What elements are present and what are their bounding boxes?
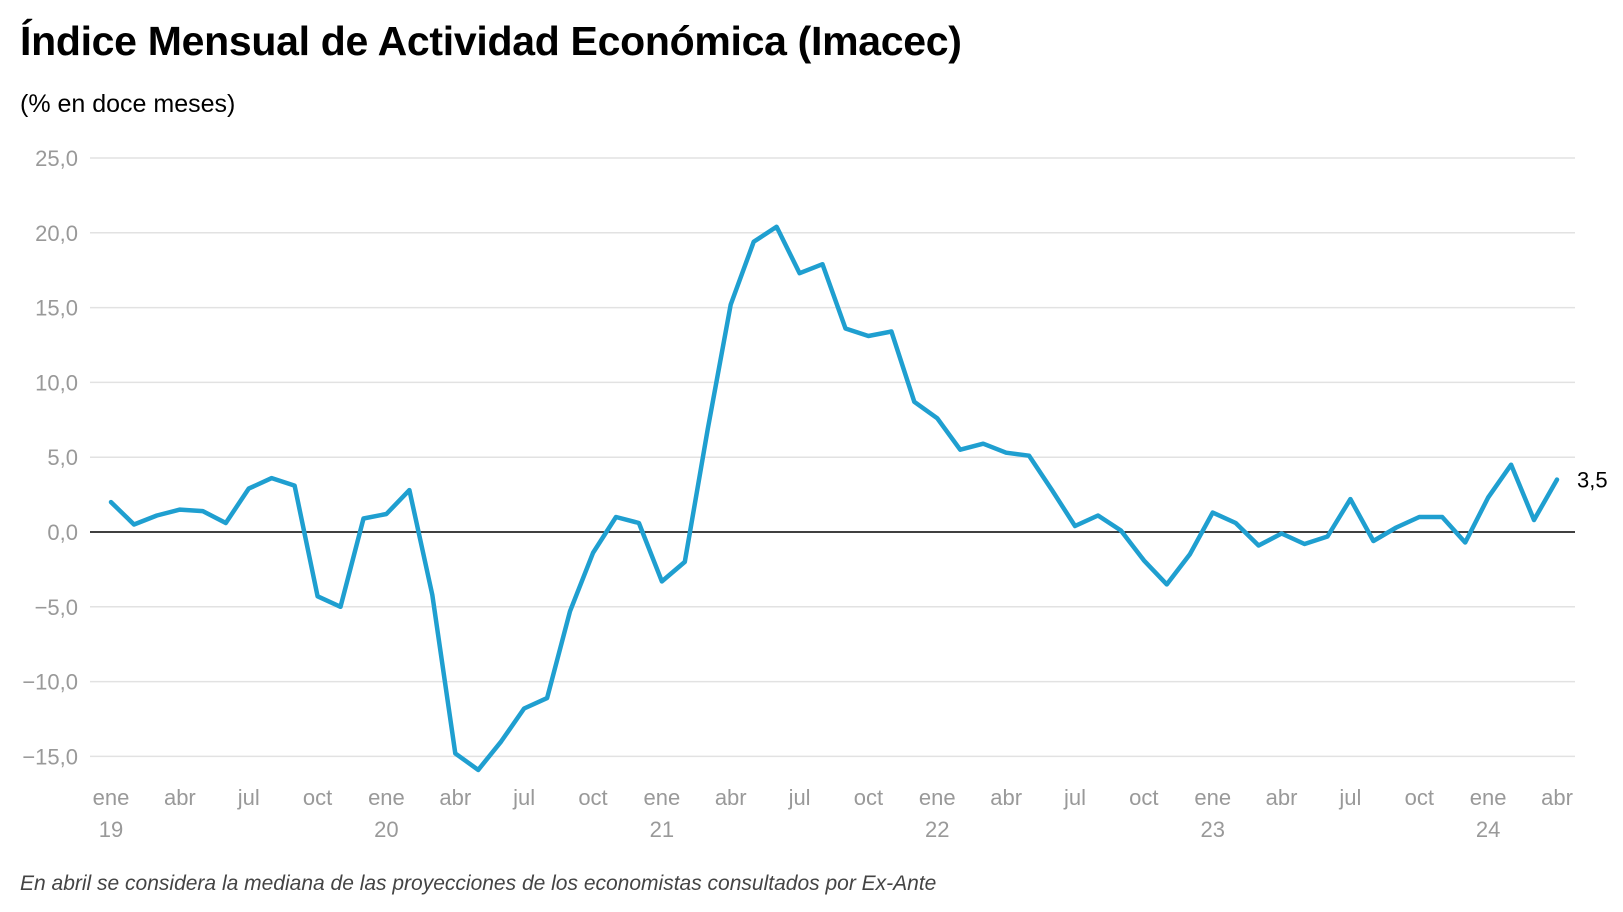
y-tick-label: −15,0 [22, 744, 78, 769]
x-tick-month-label: jul [237, 785, 260, 810]
x-tick-month-label: jul [1063, 785, 1086, 810]
x-tick-month-label: ene [368, 785, 405, 810]
y-tick-label: 5,0 [47, 445, 78, 470]
x-axis-ticks: ene 19 abr jul oct ene 20 abr jul oct ene 21 abr jul o… [93, 785, 1573, 842]
end-value-label: 3,5 [1577, 468, 1608, 493]
series-line [108, 224, 1560, 773]
x-tick-month-label: ene [1470, 785, 1507, 810]
x-tick-month-label: abr [1541, 785, 1573, 810]
x-tick-month-label: abr [990, 785, 1022, 810]
x-tick-month-label: abr [439, 785, 471, 810]
y-axis-ticks: 25,0 20,0 15,0 10,0 5,0 0,0 −5,0 −10,0 −15,0 [22, 146, 78, 769]
x-tick-month-label: oct [854, 785, 883, 810]
x-tick-month-label: ene [93, 785, 130, 810]
y-tick-label: −10,0 [22, 670, 78, 695]
series-layer [108, 224, 1560, 773]
x-tick-month-label: oct [1405, 785, 1434, 810]
y-tick-label: 0,0 [47, 520, 78, 545]
x-tick-year-label: 24 [1476, 817, 1500, 842]
x-tick-year-label: 20 [374, 817, 398, 842]
x-tick-month-label: oct [303, 785, 332, 810]
data-labels: 3,5 [1577, 468, 1608, 493]
x-tick-month-label: abr [164, 785, 196, 810]
x-tick-month-label: oct [1129, 785, 1158, 810]
y-tick-label: 20,0 [35, 221, 78, 246]
x-tick-month-label: ene [1194, 785, 1231, 810]
x-tick-month-label: jul [1338, 785, 1361, 810]
chart-title: Índice Mensual de Actividad Económica (I… [20, 18, 962, 64]
x-tick-month-label: abr [715, 785, 747, 810]
y-tick-label: 10,0 [35, 370, 78, 395]
x-tick-year-label: 22 [925, 817, 949, 842]
y-tick-label: −5,0 [35, 595, 78, 620]
x-tick-month-label: abr [1266, 785, 1298, 810]
y-tick-label: 25,0 [35, 146, 78, 171]
x-tick-month-label: jul [512, 785, 535, 810]
x-tick-month-label: ene [643, 785, 680, 810]
chart-subtitle: (% en doce meses) [20, 90, 236, 118]
x-tick-year-label: 21 [650, 817, 674, 842]
x-tick-year-label: 19 [99, 817, 123, 842]
y-tick-label: 15,0 [35, 296, 78, 321]
footnote: En abril se considera la mediana de las … [20, 872, 937, 895]
x-tick-month-label: oct [578, 785, 607, 810]
x-tick-month-label: ene [919, 785, 956, 810]
gridlines [90, 157, 1575, 758]
x-tick-month-label: jul [788, 785, 811, 810]
x-tick-year-label: 23 [1200, 817, 1224, 842]
